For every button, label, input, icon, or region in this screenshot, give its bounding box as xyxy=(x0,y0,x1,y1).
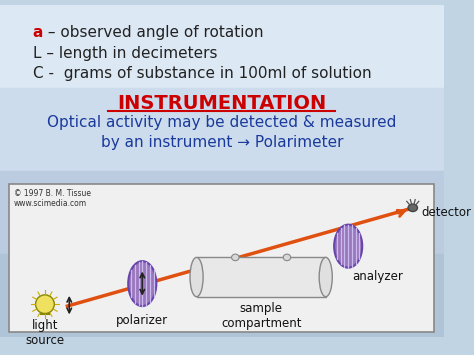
Ellipse shape xyxy=(334,225,362,268)
Ellipse shape xyxy=(190,257,203,297)
Circle shape xyxy=(36,295,55,313)
Bar xyxy=(0,254,444,337)
Ellipse shape xyxy=(319,257,332,297)
Ellipse shape xyxy=(232,254,239,261)
Ellipse shape xyxy=(128,261,156,306)
Text: polarizer: polarizer xyxy=(116,313,168,327)
Bar xyxy=(0,88,444,171)
Text: sample
compartment: sample compartment xyxy=(221,302,301,330)
Bar xyxy=(0,5,444,88)
Bar xyxy=(197,257,326,297)
Text: Optical activity may be detected & measured
by an instrument → Polarimeter: Optical activity may be detected & measu… xyxy=(47,115,397,150)
Text: © 1997 B. M. Tissue
www.scimedia.com: © 1997 B. M. Tissue www.scimedia.com xyxy=(14,189,91,208)
Text: – observed angle of rotation: – observed angle of rotation xyxy=(43,25,264,40)
Text: L – length in decimeters: L – length in decimeters xyxy=(33,46,217,61)
Text: C -  grams of substance in 100ml of solution: C - grams of substance in 100ml of solut… xyxy=(33,66,372,81)
Ellipse shape xyxy=(408,204,418,212)
Text: INSTRUMENTATION: INSTRUMENTATION xyxy=(117,94,327,113)
Ellipse shape xyxy=(283,254,291,261)
Text: analyzer: analyzer xyxy=(352,269,403,283)
Bar xyxy=(0,171,444,254)
Bar xyxy=(9,184,434,332)
Text: light
source: light source xyxy=(26,319,64,347)
Text: detector: detector xyxy=(421,206,471,219)
Text: a: a xyxy=(33,25,43,40)
